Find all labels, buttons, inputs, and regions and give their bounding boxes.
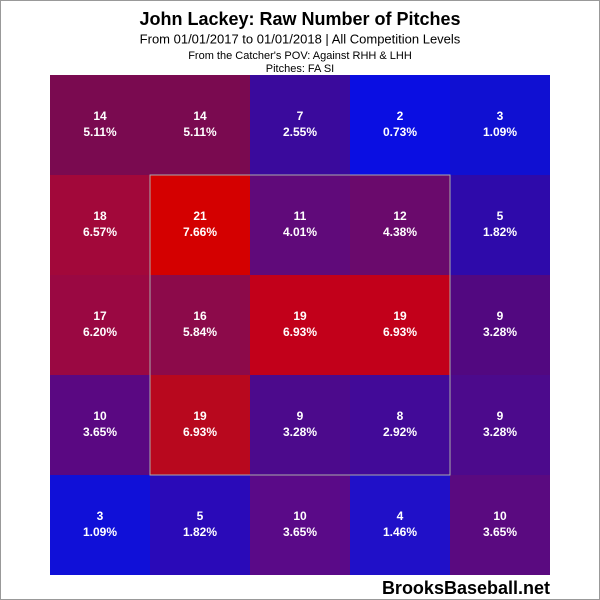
cell-count: 9 xyxy=(297,409,304,423)
cell-count: 9 xyxy=(497,309,504,323)
cell-percent: 3.65% xyxy=(83,425,117,439)
pitch-types: Pitches: FA SI xyxy=(266,63,334,75)
heat-cell xyxy=(350,275,450,375)
cell-percent: 5.11% xyxy=(83,125,117,139)
subtitle: From 01/01/2017 to 01/01/2018 | All Comp… xyxy=(140,31,461,46)
heat-cell xyxy=(350,475,450,575)
heat-cell xyxy=(50,175,150,275)
heat-cell xyxy=(50,475,150,575)
cell-percent: 6.57% xyxy=(83,225,117,239)
cell-count: 21 xyxy=(193,209,207,223)
heat-cell xyxy=(150,475,250,575)
heat-cell xyxy=(250,475,350,575)
cell-count: 14 xyxy=(193,109,207,123)
cell-count: 5 xyxy=(497,209,504,223)
cell-count: 11 xyxy=(294,209,307,223)
heat-cell xyxy=(350,175,450,275)
cell-count: 10 xyxy=(493,509,507,523)
cell-percent: 1.82% xyxy=(483,225,517,239)
heatmap-grid: 14 5.11% 14 5.11% 7 2.55% 2 0.73% 3 1.09% 18 6.57% 2… xyxy=(50,75,550,575)
cell-count: 9 xyxy=(497,409,504,423)
cell-percent: 6.93% xyxy=(283,325,317,339)
heat-cell xyxy=(350,375,450,475)
cell-percent: 3.28% xyxy=(483,325,517,339)
cell-percent: 2.92% xyxy=(383,425,417,439)
heat-cell xyxy=(450,475,550,575)
cell-percent: 3.65% xyxy=(483,525,517,539)
cell-percent: 3.28% xyxy=(483,425,517,439)
cell-percent: 6.93% xyxy=(183,425,217,439)
cell-percent: 3.65% xyxy=(283,525,317,539)
cell-percent: 1.09% xyxy=(83,525,117,539)
heat-cell xyxy=(150,375,250,475)
cell-percent: 4.38% xyxy=(383,225,417,239)
cell-count: 5 xyxy=(197,509,204,523)
cell-count: 3 xyxy=(97,509,104,523)
cell-count: 8 xyxy=(397,409,404,423)
cell-percent: 6.20% xyxy=(83,325,117,339)
heat-cell xyxy=(450,375,550,475)
cell-count: 12 xyxy=(393,209,407,223)
cell-percent: 2.55% xyxy=(283,125,317,139)
chart-title: John Lackey: Raw Number of Pitches xyxy=(139,9,460,29)
heat-cell xyxy=(250,375,350,475)
heat-cell xyxy=(250,75,350,175)
heat-cell xyxy=(50,375,150,475)
cell-count: 17 xyxy=(93,309,107,323)
heat-cell xyxy=(450,175,550,275)
cell-count: 2 xyxy=(397,109,404,123)
cell-count: 4 xyxy=(397,509,404,523)
cell-percent: 3.28% xyxy=(283,425,317,439)
cell-count: 16 xyxy=(193,309,207,323)
cell-count: 19 xyxy=(393,309,407,323)
cell-count: 14 xyxy=(93,109,107,123)
cell-count: 19 xyxy=(293,309,307,323)
heat-cell xyxy=(250,175,350,275)
heat-cell xyxy=(50,75,150,175)
cell-count: 10 xyxy=(293,509,307,523)
heat-cell xyxy=(450,75,550,175)
cell-count: 3 xyxy=(497,109,504,123)
cell-count: 10 xyxy=(93,409,107,423)
heat-cell xyxy=(250,275,350,375)
cell-percent: 4.01% xyxy=(283,225,317,239)
cell-percent: 0.73% xyxy=(383,125,417,139)
pov-note: From the Catcher's POV: Against RHH & LH… xyxy=(188,50,412,62)
heat-cell xyxy=(150,275,250,375)
heat-cell xyxy=(50,275,150,375)
cell-percent: 1.09% xyxy=(483,125,517,139)
cell-percent: 7.66% xyxy=(183,225,217,239)
cell-count: 18 xyxy=(93,209,107,223)
cell-count: 19 xyxy=(193,409,207,423)
heat-cell xyxy=(150,75,250,175)
heat-cell xyxy=(350,75,450,175)
cell-percent: 6.93% xyxy=(383,325,417,339)
cell-count: 7 xyxy=(297,109,304,123)
cell-percent: 5.11% xyxy=(183,125,217,139)
cell-percent: 1.82% xyxy=(183,525,217,539)
heat-cell xyxy=(450,275,550,375)
strike-zone xyxy=(149,174,451,476)
watermark: BrooksBaseball.net xyxy=(382,578,550,598)
heat-cell xyxy=(150,175,250,275)
cell-percent: 5.84% xyxy=(183,325,217,339)
cell-percent: 1.46% xyxy=(383,525,417,539)
